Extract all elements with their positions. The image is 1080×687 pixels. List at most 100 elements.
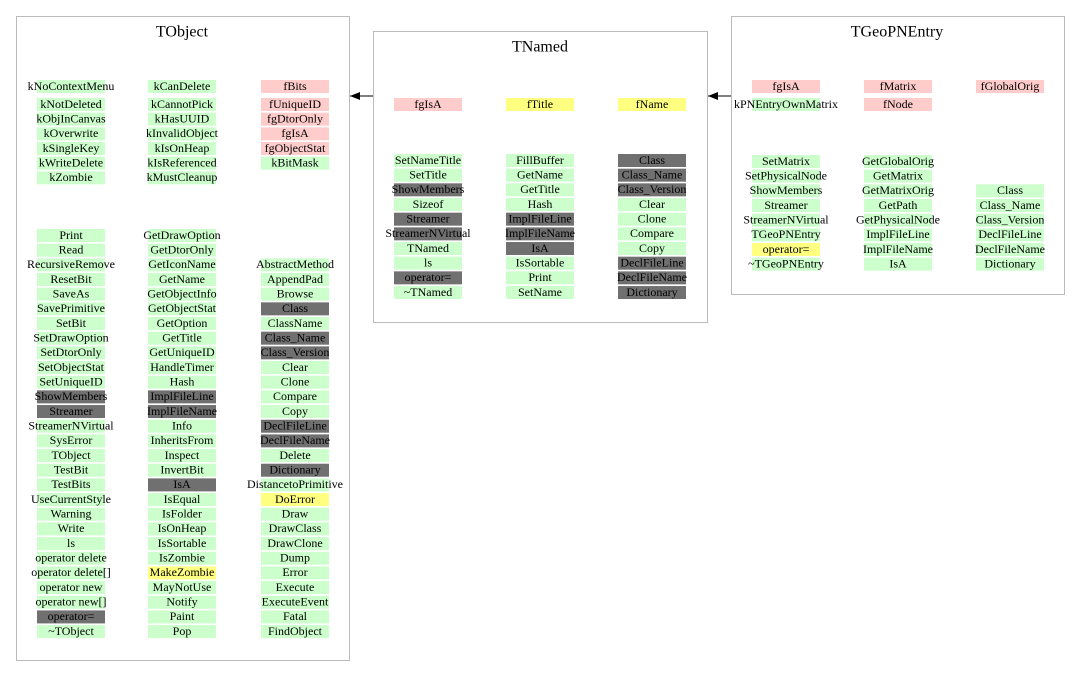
member-box xyxy=(148,375,216,389)
member-box xyxy=(37,112,105,126)
member-label: Dictionary xyxy=(626,285,677,299)
member-box xyxy=(506,154,574,167)
member-label: GetPhysicalNode xyxy=(856,212,940,226)
member-label: Dictionary xyxy=(984,256,1035,270)
member-box xyxy=(506,286,574,300)
member-box xyxy=(394,242,462,256)
member-box xyxy=(261,610,329,624)
member-label: StreamerNVirtual xyxy=(743,212,829,226)
member-box xyxy=(394,198,462,212)
member-label: ~TGeoPNEntry xyxy=(748,256,824,270)
member-label: kCanDelete xyxy=(154,79,211,93)
member-box xyxy=(148,112,216,126)
member-label: Dictionary xyxy=(269,462,320,476)
member-box xyxy=(37,361,105,375)
member-box xyxy=(261,405,329,419)
member-box xyxy=(261,449,329,463)
member-box xyxy=(261,112,329,126)
member-label: Clone xyxy=(638,211,667,225)
member-label: GetMatrixOrig xyxy=(862,183,934,197)
member-label: Info xyxy=(172,418,192,432)
member-box xyxy=(37,171,105,185)
member-label: kBitMask xyxy=(271,155,318,169)
member-label: Execute xyxy=(276,580,315,594)
member-label: Write xyxy=(58,521,85,535)
member-label: ShowMembers xyxy=(392,182,465,196)
member-label: Compare xyxy=(630,226,674,240)
member-box xyxy=(394,168,462,182)
member-label: ls xyxy=(424,255,432,269)
member-label: SetName xyxy=(518,285,562,299)
member-box xyxy=(148,595,216,609)
member-label: HandleTimer xyxy=(150,360,214,374)
member-label: Copy xyxy=(282,404,308,418)
member-label: Class_Name xyxy=(622,167,683,181)
member-label: operator new[] xyxy=(36,595,107,609)
member-label: fgDtorOnly xyxy=(267,111,323,125)
member-box xyxy=(506,168,574,182)
member-box xyxy=(752,213,820,227)
member-box xyxy=(148,390,216,404)
member-label: Draw xyxy=(282,506,309,520)
member-label: fUniqueID xyxy=(269,97,321,111)
member-box xyxy=(261,80,329,93)
member-box xyxy=(261,434,329,448)
member-label: StreamerNVirtual xyxy=(385,226,471,240)
class-title: TGeoPNEntry xyxy=(851,24,943,41)
member-box xyxy=(394,183,462,197)
member-label: GetObjectStat xyxy=(148,301,217,315)
member-box xyxy=(148,287,216,301)
member-box xyxy=(37,80,105,93)
member-label: ImplFileLine xyxy=(508,211,571,225)
member-label: Print xyxy=(528,270,552,284)
member-box xyxy=(148,537,216,551)
class-box xyxy=(16,16,350,661)
member-box xyxy=(752,155,820,168)
member-label: Class_Version xyxy=(976,212,1045,226)
member-box xyxy=(148,405,216,419)
member-box xyxy=(976,199,1044,213)
member-label: Error xyxy=(282,565,307,579)
member-label: DeclFileName xyxy=(260,433,330,447)
member-label: SetPhysicalNode xyxy=(745,168,827,182)
member-box xyxy=(752,257,820,271)
member-label: SavePrimitive xyxy=(37,301,105,315)
member-box xyxy=(37,522,105,536)
member-box xyxy=(37,610,105,624)
member-box xyxy=(148,449,216,463)
member-label: MayNotUse xyxy=(153,580,212,594)
member-box xyxy=(752,98,820,111)
member-label: Hash xyxy=(528,197,553,211)
member-label: ~TNamed xyxy=(404,285,452,299)
member-box xyxy=(261,581,329,595)
member-box xyxy=(261,625,329,639)
member-box xyxy=(394,256,462,270)
class-box xyxy=(373,31,708,323)
member-label: IsOnHeap xyxy=(158,521,207,535)
member-box xyxy=(37,287,105,301)
class-title: TObject xyxy=(156,24,209,41)
member-box xyxy=(394,212,462,226)
member-label: Clear xyxy=(639,197,665,211)
member-label: AbstractMethod xyxy=(256,257,334,271)
member-label: Compare xyxy=(273,389,317,403)
member-box xyxy=(976,257,1044,271)
member-box xyxy=(37,317,105,331)
member-box xyxy=(394,98,462,111)
member-label: DeclFileLine xyxy=(263,418,326,432)
member-label: kIsReferenced xyxy=(147,155,216,169)
member-box xyxy=(37,434,105,448)
member-label: kCannotPick xyxy=(151,97,213,111)
member-box xyxy=(37,551,105,565)
member-label: GetTitle xyxy=(520,182,560,196)
member-box xyxy=(148,243,216,257)
member-label: kZombie xyxy=(49,170,92,184)
member-box xyxy=(37,566,105,580)
member-label: GetPath xyxy=(879,198,918,212)
member-label: GetOption xyxy=(157,316,208,330)
member-label: DrawClone xyxy=(267,536,322,550)
member-box xyxy=(37,493,105,507)
member-label: Copy xyxy=(639,241,665,255)
member-label: DrawClass xyxy=(269,521,322,535)
member-box xyxy=(148,522,216,536)
